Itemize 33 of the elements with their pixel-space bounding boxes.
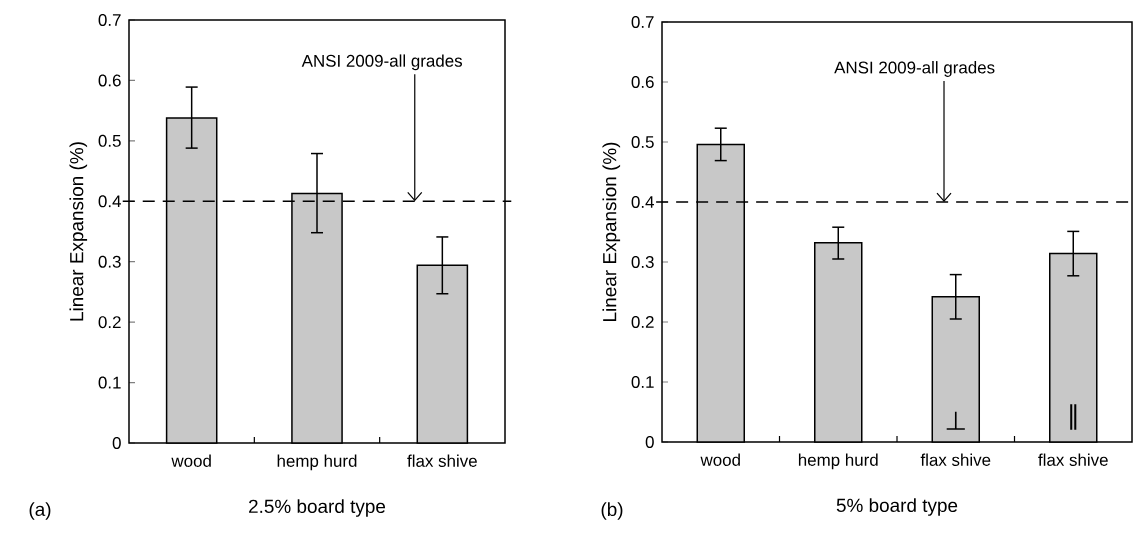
y-tick-label: 0.4 — [98, 195, 121, 208]
y-tick-label: 0.3 — [98, 255, 121, 268]
y-tick-label: 0.5 — [631, 136, 654, 148]
y-tick-label: 0 — [645, 436, 654, 448]
y-axis-title: Linear Expansion (%) — [69, 142, 88, 321]
x-axis-title: 5% board type — [836, 498, 958, 516]
y-tick-label: 0.4 — [631, 196, 654, 208]
ref-line-label: ANSI 2009-all grades — [834, 61, 995, 77]
y-tick-label: 0.3 — [631, 256, 654, 268]
x-tick-label: hemp hurd — [277, 454, 357, 471]
text: (b) — [601, 502, 623, 520]
x-tick-label: flax shive — [920, 453, 991, 466]
y-tick-label: 0.1 — [98, 376, 121, 389]
data-label: ⊥ — [946, 411, 965, 430]
x-tick-label: flax shive — [407, 454, 477, 467]
y-axis-title: Linear Expansion (%) — [602, 142, 621, 321]
x-tick-label: wood — [171, 454, 211, 467]
y-tick-label: 0.5 — [98, 134, 121, 147]
x-tick-label: flax shive — [1038, 453, 1108, 466]
x-tick-label: wood — [700, 453, 740, 466]
ref-line-label: ANSI 2009-all grades — [301, 54, 463, 71]
x-axis-title: 2.5% board type — [249, 499, 386, 517]
y-tick-label: 0.2 — [631, 316, 654, 328]
y-tick-label: 0.7 — [631, 16, 654, 28]
data-label: ∥ — [1070, 404, 1077, 430]
y-tick-label: 0 — [112, 437, 121, 449]
y-tick-label: 0.6 — [631, 76, 654, 88]
y-tick-label: 0.1 — [631, 376, 654, 388]
y-tick-label: 0.6 — [98, 74, 121, 87]
text: (a) — [29, 502, 51, 520]
y-tick-label: 0.7 — [98, 14, 121, 27]
x-tick-label: hemp hurd — [798, 453, 878, 470]
y-tick-label: 0.2 — [98, 316, 121, 329]
